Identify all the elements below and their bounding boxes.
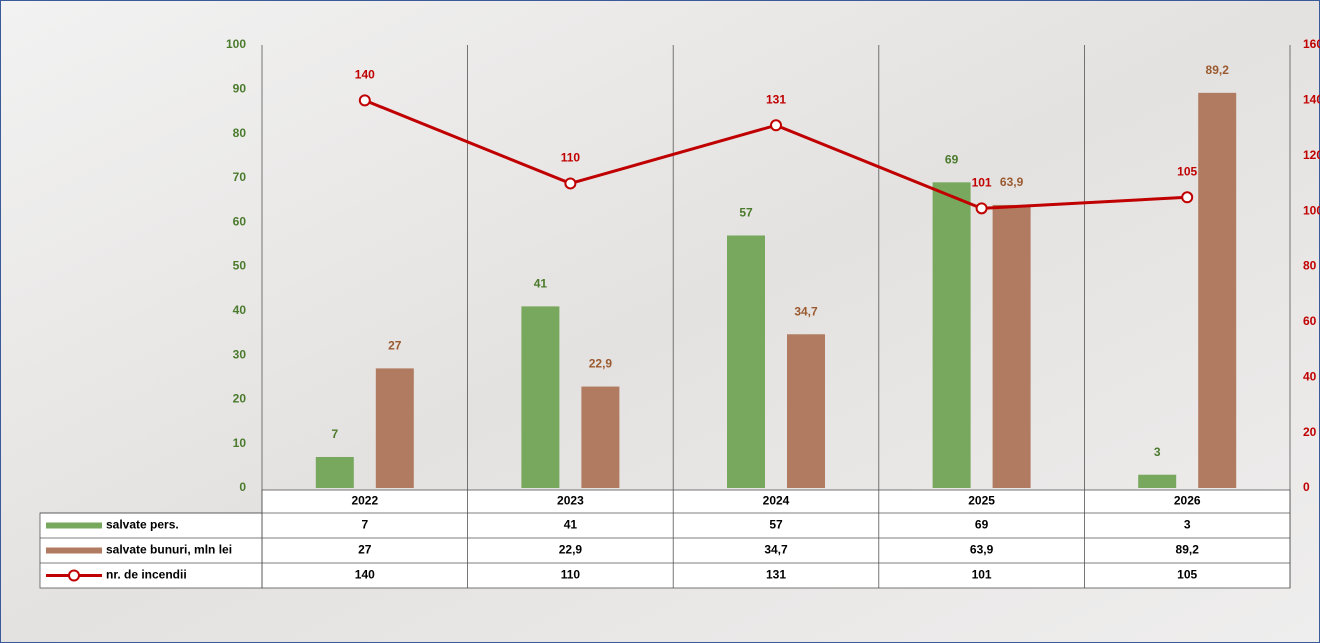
- legend-label: salvate bunuri, mln lei: [106, 543, 232, 557]
- legend-label: salvate pers.: [106, 518, 179, 532]
- data-label: 57: [739, 206, 753, 220]
- data-label: 27: [388, 339, 402, 353]
- y2-tick-label: 80: [1303, 259, 1317, 273]
- y-tick-label: 90: [233, 81, 247, 95]
- y2-tick-label: 140: [1303, 93, 1320, 107]
- y-tick-label: 50: [233, 259, 247, 273]
- x-tick-label: 2024: [763, 494, 790, 508]
- line-point: [360, 95, 370, 105]
- table-cell: 27: [358, 543, 372, 557]
- table-cell: 101: [972, 568, 992, 582]
- legend-label: nr. de incendii: [106, 568, 187, 582]
- data-label: 140: [355, 68, 375, 82]
- table-cell: 7: [361, 518, 368, 532]
- y2-tick-label: 60: [1303, 314, 1317, 328]
- bar: [521, 306, 559, 488]
- data-label: 69: [945, 153, 959, 167]
- table-cell: 69: [975, 518, 989, 532]
- bar: [376, 368, 414, 488]
- table-cell: 89,2: [1176, 543, 1200, 557]
- data-label: 131: [766, 92, 786, 106]
- y-tick-label: 80: [233, 126, 247, 140]
- y2-tick-label: 20: [1303, 425, 1317, 439]
- bar: [787, 334, 825, 488]
- table-cell: 57: [769, 518, 783, 532]
- table-cell: 34,7: [764, 543, 788, 557]
- page: 0 10 20 30 40 50 60 70 80 90 100 0 20 40 60 80 100 120 140…: [0, 0, 1320, 643]
- x-tick-label: 2025: [968, 494, 995, 508]
- bar: [316, 457, 354, 488]
- legend-key: [69, 571, 79, 581]
- data-label: 7: [331, 427, 338, 441]
- data-label: 41: [534, 277, 548, 291]
- y2-tick-label: 160: [1303, 37, 1320, 51]
- data-label: 3: [1154, 445, 1161, 459]
- data-label: 105: [1177, 164, 1197, 178]
- y-tick-label: 20: [233, 392, 247, 406]
- data-label: 34,7: [794, 304, 818, 318]
- y2-tick-label: 0: [1303, 480, 1310, 494]
- table-cell: 41: [564, 518, 578, 532]
- bar: [1198, 93, 1236, 488]
- legend-key: [46, 548, 102, 554]
- table-cell: 105: [1177, 568, 1197, 582]
- line-point: [565, 178, 575, 188]
- y2-tick-label: 120: [1303, 148, 1320, 162]
- table-cell: 140: [355, 568, 375, 582]
- line-point: [1182, 192, 1192, 202]
- bar: [581, 387, 619, 488]
- y-tick-label: 0: [239, 480, 246, 494]
- y2-tick-label: 40: [1303, 369, 1317, 383]
- x-tick-label: 2026: [1174, 494, 1201, 508]
- legend-key: [46, 523, 102, 529]
- y-tick-label: 70: [233, 170, 247, 184]
- data-label: 22,9: [589, 357, 613, 371]
- y-tick-label: 60: [233, 214, 247, 228]
- table-cell: 3: [1184, 518, 1191, 532]
- data-label: 89,2: [1206, 63, 1230, 77]
- line-point: [771, 120, 781, 130]
- bar: [727, 235, 765, 488]
- bar: [1138, 475, 1176, 488]
- data-label: 101: [972, 176, 992, 190]
- chart: 0 10 20 30 40 50 60 70 80 90 100 0 20 40 60 80 100 120 140…: [0, 0, 1320, 643]
- y-tick-label: 30: [233, 347, 247, 361]
- table-cell: 110: [561, 568, 581, 582]
- bar: [993, 205, 1031, 488]
- line-point: [977, 203, 987, 213]
- data-label: 63,9: [1000, 175, 1024, 189]
- y-tick-label: 10: [233, 436, 247, 450]
- y2-tick-label: 100: [1303, 203, 1320, 217]
- x-tick-label: 2022: [351, 494, 378, 508]
- table-cell: 22,9: [559, 543, 583, 557]
- bar: [933, 182, 971, 488]
- table-cell: 131: [766, 568, 786, 582]
- x-tick-label: 2023: [557, 494, 584, 508]
- data-label: 110: [561, 151, 581, 165]
- table-cell: 63,9: [970, 543, 994, 557]
- y-tick-label: 100: [226, 37, 246, 51]
- y-tick-label: 40: [233, 303, 247, 317]
